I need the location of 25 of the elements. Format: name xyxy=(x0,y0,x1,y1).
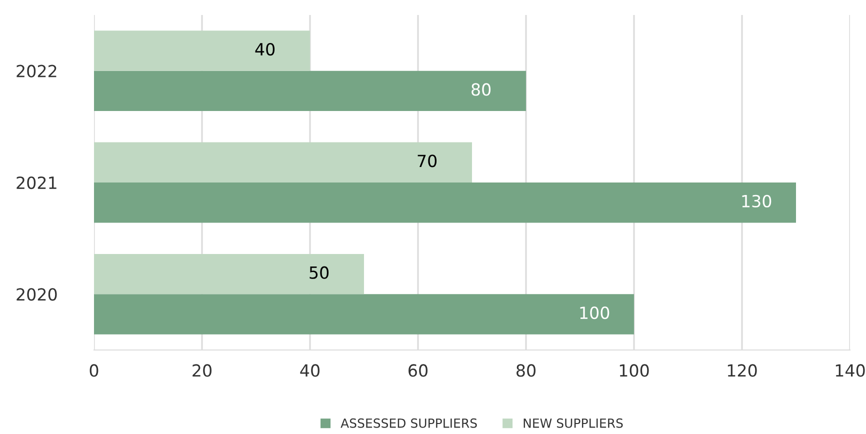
x-tick-label: 140 xyxy=(836,364,865,377)
x-tick-label: 0 xyxy=(90,364,98,377)
bar xyxy=(94,294,634,334)
y-tick-label: 2021 xyxy=(16,176,56,190)
legend-label: ASSESSED SUPPLIERS xyxy=(340,418,477,428)
data-label: 80 xyxy=(472,83,491,96)
bar xyxy=(94,70,526,112)
data-label: 130 xyxy=(742,194,772,208)
legend-label: NEW SUPPLIERS xyxy=(524,418,623,428)
y-tick-label: 2020 xyxy=(16,288,57,301)
data-label: 50 xyxy=(310,266,329,279)
x-tick-label: 60 xyxy=(408,364,428,377)
x-tick-label: 80 xyxy=(516,364,536,377)
y-tick-label: 2022 xyxy=(16,64,56,78)
bar xyxy=(94,182,796,223)
bar xyxy=(94,142,472,182)
x-tick-label: 120 xyxy=(728,364,757,377)
x-tick-label: 100 xyxy=(620,364,649,377)
data-label: 40 xyxy=(255,42,275,56)
data-label: 70 xyxy=(418,154,437,168)
bar xyxy=(94,254,364,294)
x-tick-label: 20 xyxy=(192,364,212,377)
x-tick-label: 40 xyxy=(300,364,320,377)
bar xyxy=(94,30,310,71)
data-label: 100 xyxy=(580,306,610,320)
